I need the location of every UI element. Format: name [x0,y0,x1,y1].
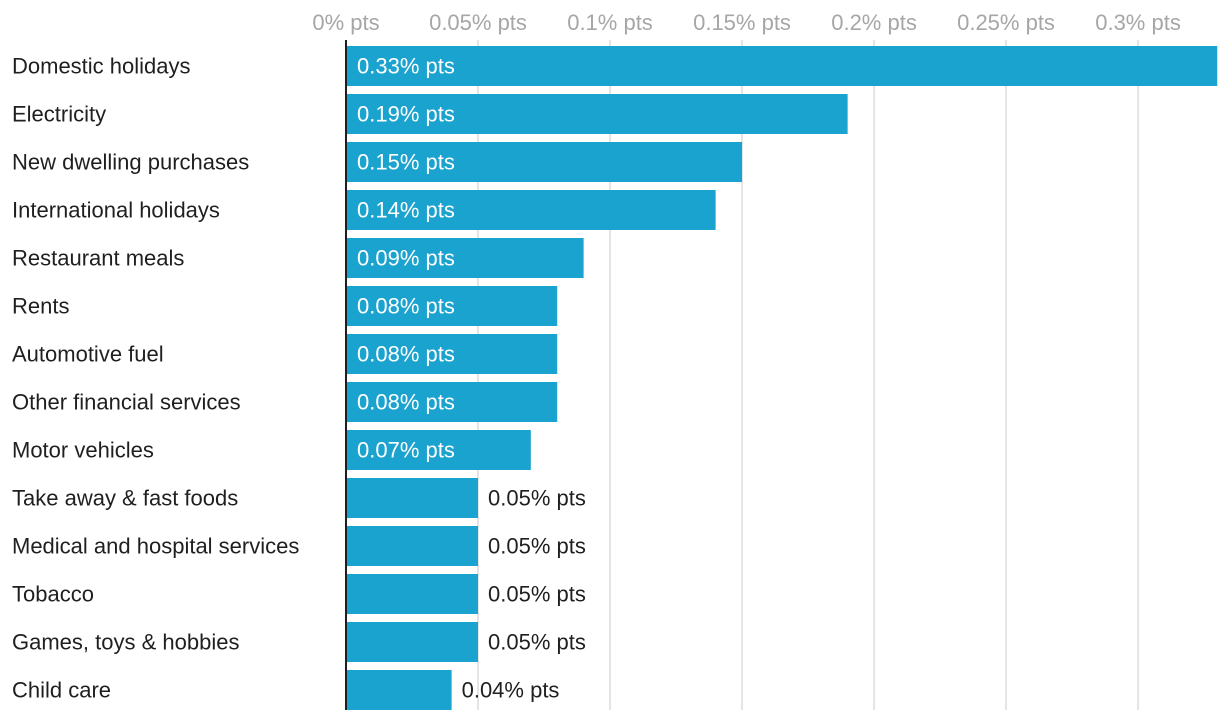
value-label: 0.09% pts [357,246,455,271]
value-label: 0.08% pts [357,342,455,367]
category-label: New dwelling purchases [12,150,249,175]
value-label: 0.07% pts [357,438,455,463]
bar [346,574,479,614]
value-labels: 0.33% pts 0.19% pts 0.15% pts 0.14% pts 0.09… [357,54,586,703]
bar [346,334,558,374]
value-label: 0.33% pts [357,54,455,79]
x-tick-label: 0.3% pts [1095,10,1181,35]
gridlines [477,40,1139,710]
bar [346,238,584,278]
value-label: 0.08% pts [357,294,455,319]
value-label: 0.05% pts [488,582,586,607]
value-label: 0.05% pts [488,534,586,559]
value-label: 0.04% pts [462,678,560,703]
bar [346,382,558,422]
bar [346,190,716,230]
bar [346,478,479,518]
bar [346,46,1218,86]
bar [346,430,531,470]
value-label: 0.08% pts [357,390,455,415]
category-label: Medical and hospital services [12,534,299,559]
category-label: Restaurant meals [12,246,184,271]
x-tick-label: 0.2% pts [831,10,917,35]
category-label: Electricity [12,102,106,127]
x-tick-label: 0.15% pts [693,10,791,35]
bar [346,286,558,326]
bars [346,46,1218,710]
category-label: Domestic holidays [12,54,191,79]
bar [346,142,743,182]
x-axis-ticks: 0% pts 0.05% pts 0.1% pts 0.15% pts 0.2% pts… [312,10,1180,35]
category-labels: Domestic holidays Electricity New dwelling… [12,54,299,703]
category-label: Tobacco [12,582,94,607]
bar [346,526,479,566]
category-label: Rents [12,294,69,319]
x-tick-label: 0.1% pts [567,10,653,35]
value-label: 0.19% pts [357,102,455,127]
value-label: 0.05% pts [488,630,586,655]
bar [346,622,479,662]
bar [346,94,848,134]
value-label: 0.14% pts [357,198,455,223]
value-label: 0.15% pts [357,150,455,175]
x-tick-label: 0.25% pts [957,10,1055,35]
x-tick-label: 0.05% pts [429,10,527,35]
category-label: Games, toys & hobbies [12,630,239,655]
category-label: Child care [12,678,111,703]
category-label: Other financial services [12,390,241,415]
category-label: International holidays [12,198,220,223]
value-label: 0.05% pts [488,486,586,511]
category-label: Motor vehicles [12,438,154,463]
category-label: Take away & fast foods [12,486,238,511]
bar [346,670,452,710]
x-tick-label: 0% pts [312,10,379,35]
category-label: Automotive fuel [12,342,164,367]
